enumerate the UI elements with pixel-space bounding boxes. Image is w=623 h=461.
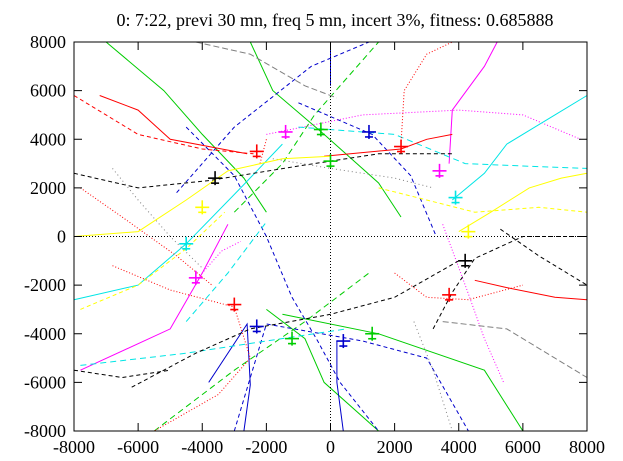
series-line-6 <box>233 41 379 213</box>
series-line-14 <box>80 224 229 371</box>
series-line-3 <box>266 309 379 432</box>
chart-title: 0: 7:22, previ 30 mn, freq 5 mn, incert … <box>117 10 554 30</box>
series-line-33 <box>73 153 453 189</box>
series-line-37 <box>500 228 588 286</box>
aircraft-marker <box>442 287 457 302</box>
y-tick-label: -2000 <box>24 275 66 295</box>
y-tick-label: -6000 <box>24 372 66 392</box>
series-line-22 <box>298 126 588 169</box>
aircraft-marker <box>448 190 463 205</box>
series-line-5 <box>153 272 370 432</box>
aircraft-marker <box>313 122 328 137</box>
series-line-17 <box>442 224 505 383</box>
series-line-1 <box>105 41 267 213</box>
series-line-23 <box>185 221 267 322</box>
series-line-35 <box>73 369 171 379</box>
aircraft-marker <box>336 334 351 349</box>
y-tick-label: 4000 <box>30 129 66 149</box>
x-tick-label: 8000 <box>569 437 605 457</box>
x-tick-label: 2000 <box>377 437 413 457</box>
series-line-32 <box>73 95 254 155</box>
x-tick-label: 0 <box>326 437 335 457</box>
tick-labels: -8000 -6000 -4000 -2000 0 2000 4000 6000 8000 800… <box>24 32 605 457</box>
series-line-43 <box>73 155 331 237</box>
y-tick-label: 6000 <box>30 81 66 101</box>
series-line-20 <box>451 95 588 201</box>
aircraft-marker <box>432 163 447 178</box>
series-line-34 <box>131 260 460 388</box>
series-line-38 <box>195 41 338 99</box>
series-line-15 <box>448 41 498 164</box>
axis-ticks <box>73 41 588 432</box>
aircraft-marker <box>208 171 223 186</box>
aircraft-markers <box>179 122 476 349</box>
series-line-18 <box>266 109 581 140</box>
x-tick-label: -4000 <box>181 437 223 457</box>
aircraft-marker <box>458 253 473 268</box>
series-line-16 <box>195 240 241 281</box>
aircraft-marker <box>188 270 203 285</box>
aircraft-marker <box>278 124 293 139</box>
y-tick-label: -8000 <box>24 421 66 441</box>
series-line-25 <box>324 133 453 157</box>
aircraft-marker <box>285 331 300 346</box>
series-line-10 <box>185 126 379 432</box>
series-line-28 <box>400 41 453 145</box>
zero-axes <box>74 42 587 431</box>
series-line-24 <box>99 95 248 155</box>
series-line-13 <box>298 102 437 237</box>
aircraft-marker <box>323 154 338 169</box>
aircraft-marker <box>227 297 242 312</box>
aircraft-marker <box>365 326 380 341</box>
series-line-26 <box>474 279 588 301</box>
series-line-44 <box>458 172 588 233</box>
series-line-39 <box>442 321 588 378</box>
aircraft-marker <box>394 139 409 154</box>
aircraft-marker <box>249 319 264 334</box>
series-line-8 <box>336 341 344 432</box>
x-tick-label: -8000 <box>53 437 95 457</box>
x-tick-label: 6000 <box>505 437 541 457</box>
y-tick-label: 0 <box>57 227 66 247</box>
series-line-19 <box>73 143 283 301</box>
series-line-40 <box>112 168 203 269</box>
x-tick-label: -6000 <box>117 437 159 457</box>
series-line-36 <box>432 236 581 330</box>
aircraft-marker <box>195 200 210 215</box>
x-tick-label: 4000 <box>441 437 477 457</box>
series-line-45 <box>80 211 226 310</box>
series-line-21 <box>80 328 347 366</box>
aircraft-marker <box>179 236 194 251</box>
y-tick-label: 8000 <box>30 32 66 52</box>
y-tick-label: 2000 <box>30 178 66 198</box>
series-line-27 <box>112 265 251 432</box>
series-line-11 <box>176 41 370 194</box>
series-line-46 <box>378 187 588 213</box>
aircraft-marker <box>361 124 376 139</box>
series-line-12 <box>233 323 469 432</box>
aircraft-marker <box>461 224 476 239</box>
series-line-7 <box>208 322 251 432</box>
aircraft-marker <box>249 144 264 159</box>
series-line-42 <box>413 321 453 432</box>
x-tick-label: -2000 <box>245 437 287 457</box>
series-line-4 <box>282 313 524 432</box>
y-tick-label: -4000 <box>24 324 66 344</box>
